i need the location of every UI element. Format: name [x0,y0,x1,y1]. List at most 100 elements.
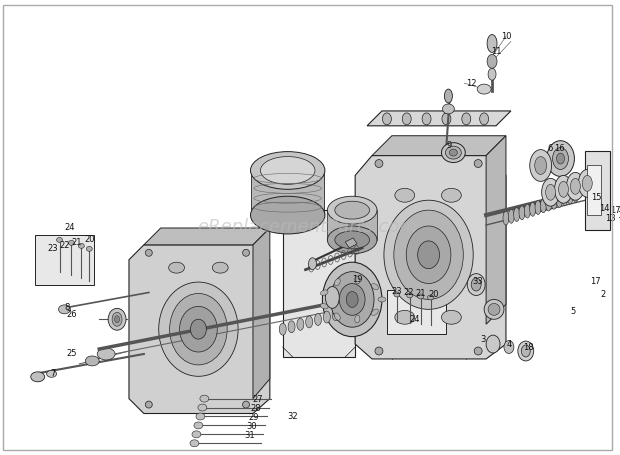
Text: 13: 13 [604,213,616,222]
Ellipse shape [508,209,514,223]
Text: 6: 6 [547,144,552,153]
Ellipse shape [529,202,536,216]
Ellipse shape [344,266,374,303]
Text: 29: 29 [249,413,259,422]
Ellipse shape [196,413,205,420]
Text: 17: 17 [609,206,620,215]
Circle shape [488,303,500,315]
Text: 7: 7 [50,369,55,378]
Ellipse shape [384,200,473,309]
Ellipse shape [354,278,364,291]
Polygon shape [251,171,324,215]
Text: 28: 28 [250,404,261,413]
Ellipse shape [306,316,312,328]
Ellipse shape [513,207,520,222]
Ellipse shape [535,201,541,214]
Ellipse shape [349,272,369,298]
Ellipse shape [406,226,451,283]
Polygon shape [585,151,610,230]
Polygon shape [486,136,506,324]
Ellipse shape [518,341,534,361]
Ellipse shape [335,231,370,249]
Text: 17: 17 [590,277,601,286]
Ellipse shape [371,309,378,315]
Ellipse shape [335,201,370,219]
Text: 30: 30 [247,422,257,431]
Ellipse shape [570,178,580,194]
Ellipse shape [394,292,400,297]
Text: 24: 24 [64,223,74,233]
Text: 25: 25 [66,349,77,359]
Ellipse shape [547,141,574,177]
Ellipse shape [542,178,559,206]
Ellipse shape [519,206,525,220]
Ellipse shape [56,238,63,243]
Ellipse shape [198,404,207,411]
Ellipse shape [355,276,360,284]
Polygon shape [253,228,270,399]
Ellipse shape [334,313,340,320]
Text: 24: 24 [409,315,420,324]
Text: 15: 15 [591,193,601,202]
Ellipse shape [521,345,530,357]
Ellipse shape [170,293,227,365]
Ellipse shape [355,315,360,323]
Ellipse shape [383,113,391,125]
Ellipse shape [422,113,431,125]
Ellipse shape [394,210,463,299]
Polygon shape [345,238,357,248]
Circle shape [474,347,482,355]
Ellipse shape [97,348,115,360]
Text: 20: 20 [428,290,439,299]
Ellipse shape [559,182,569,197]
Ellipse shape [567,172,584,200]
Text: 27: 27 [252,395,264,404]
Circle shape [242,401,249,408]
Ellipse shape [441,310,461,324]
Ellipse shape [322,262,382,337]
Ellipse shape [212,262,228,273]
Circle shape [145,249,153,256]
Ellipse shape [314,313,322,325]
Ellipse shape [487,55,497,68]
Polygon shape [587,166,601,215]
Text: 22: 22 [404,288,414,297]
Ellipse shape [288,321,295,333]
Ellipse shape [551,195,557,209]
Ellipse shape [371,283,378,290]
Text: 10: 10 [501,32,512,41]
Ellipse shape [58,305,71,314]
Ellipse shape [541,199,546,213]
Ellipse shape [46,370,56,377]
Ellipse shape [192,431,201,438]
Text: 5: 5 [571,307,576,316]
Ellipse shape [190,319,206,339]
Ellipse shape [341,306,348,318]
Ellipse shape [557,153,564,164]
Ellipse shape [546,184,556,200]
Ellipse shape [562,192,568,206]
Ellipse shape [534,157,547,174]
Text: 26: 26 [66,310,77,319]
Ellipse shape [556,193,562,207]
Text: 1: 1 [618,211,620,220]
Ellipse shape [297,318,304,330]
Ellipse shape [486,335,500,353]
Ellipse shape [108,308,126,330]
Ellipse shape [504,341,514,354]
Ellipse shape [321,303,328,309]
Ellipse shape [378,297,386,302]
Ellipse shape [567,190,573,204]
Ellipse shape [326,287,339,308]
Ellipse shape [582,176,592,191]
Ellipse shape [450,149,458,156]
Ellipse shape [477,84,491,94]
Text: eReplacementParts.com: eReplacementParts.com [198,218,417,237]
Polygon shape [35,235,94,284]
Polygon shape [372,136,506,156]
Text: 16: 16 [554,144,565,153]
Ellipse shape [467,273,485,295]
Ellipse shape [418,294,423,299]
Circle shape [375,347,383,355]
Ellipse shape [428,295,433,300]
